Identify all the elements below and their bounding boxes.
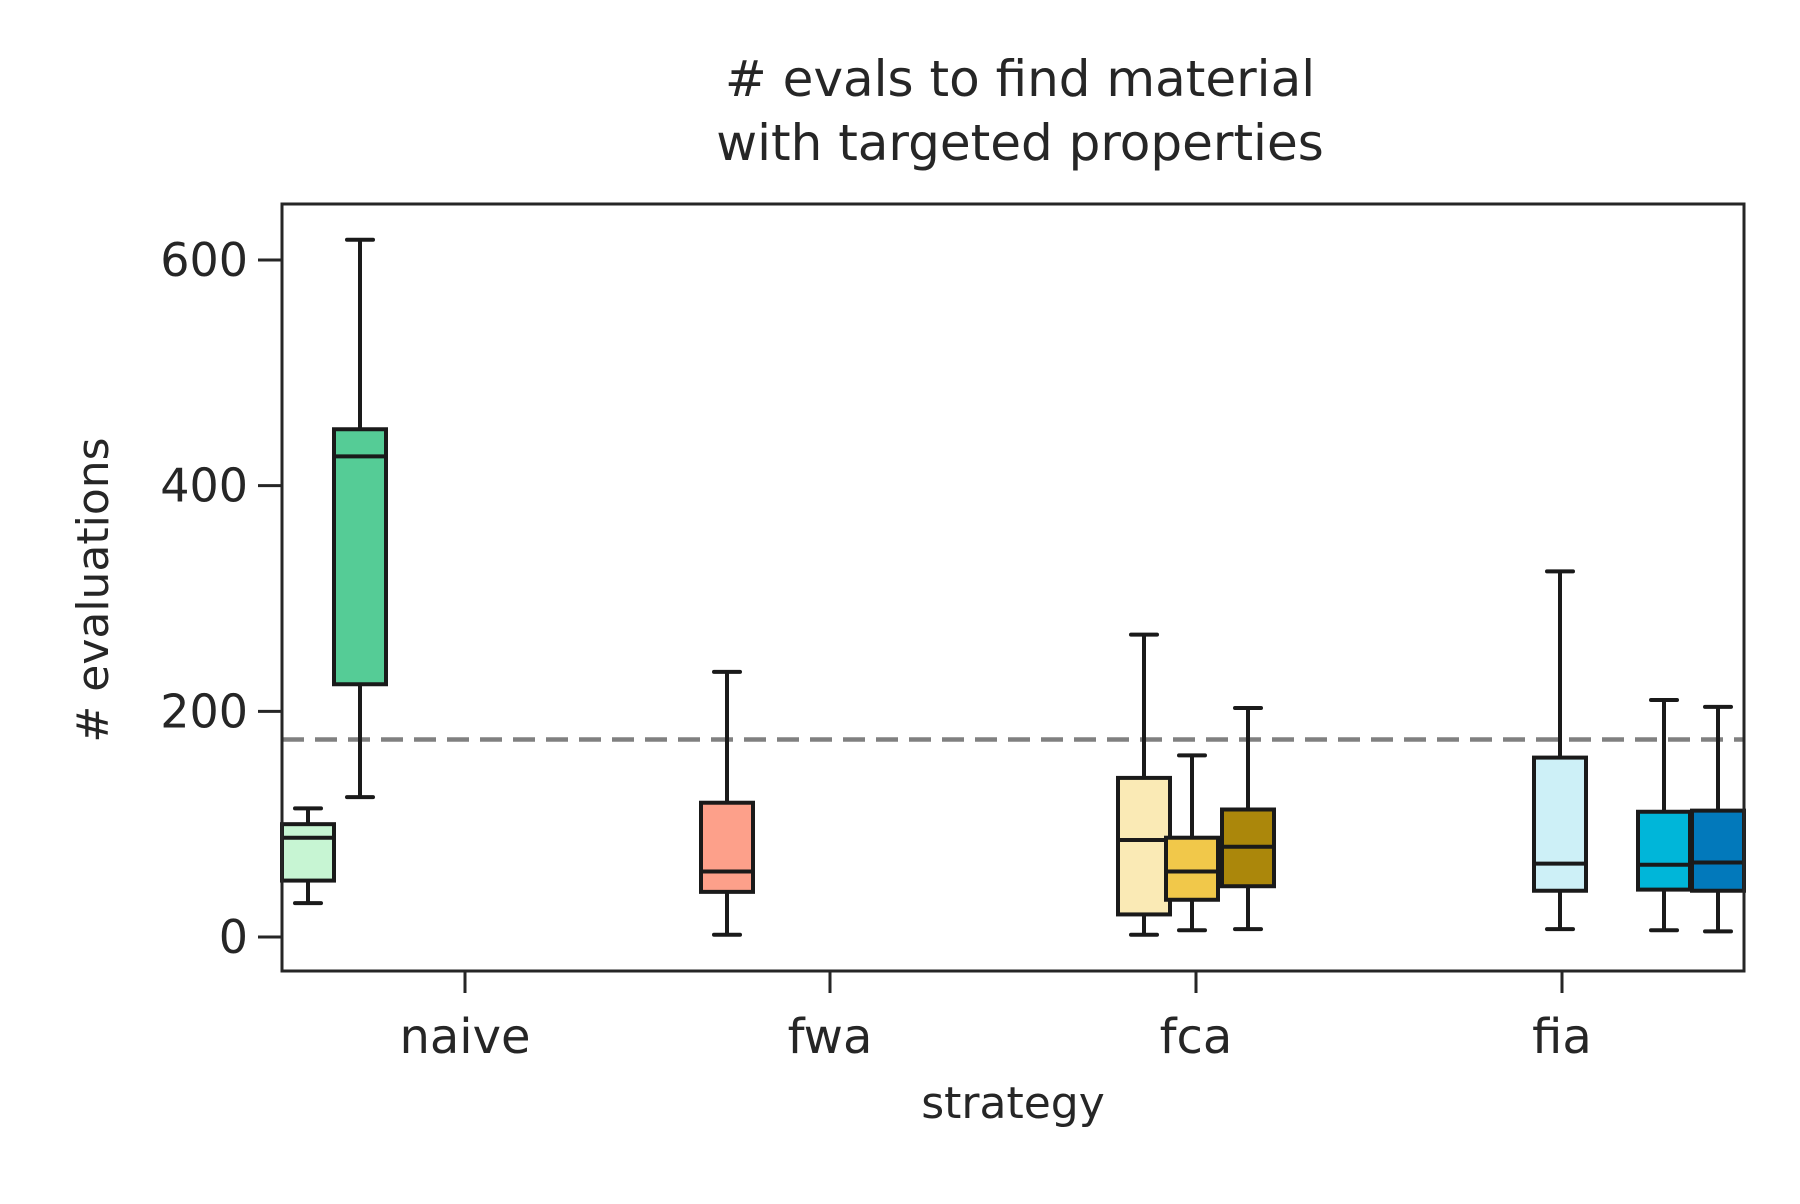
box-fwa-1 xyxy=(699,669,755,937)
x-tick-label-naive: naive xyxy=(399,1009,530,1065)
box-fia-2 xyxy=(1636,698,1692,933)
box-body xyxy=(699,800,755,894)
box-body xyxy=(1116,775,1172,917)
y-tick-label: 600 xyxy=(160,233,248,287)
box-body xyxy=(1636,809,1692,892)
x-tick-label-fia: fia xyxy=(1532,1009,1592,1065)
box-naive-2 xyxy=(332,237,388,800)
box-fca-3 xyxy=(1220,705,1276,932)
box-naive-1 xyxy=(280,806,336,906)
x-tick-label-fca: fca xyxy=(1160,1009,1233,1065)
plot-area-frame xyxy=(280,202,1746,973)
box-body xyxy=(1164,835,1220,902)
box-fia-3 xyxy=(1690,704,1746,934)
box-fca-1 xyxy=(1116,632,1172,937)
x-tick-label-fwa: fwa xyxy=(788,1009,873,1065)
chart-title: # evals to find material with targeted p… xyxy=(716,50,1324,172)
y-tick-label: 0 xyxy=(219,910,248,964)
y-tick-label: 400 xyxy=(160,459,248,513)
box-fca-2 xyxy=(1164,753,1220,933)
chart-title-line-1: # evals to find material xyxy=(725,50,1315,108)
box-body xyxy=(280,822,336,883)
chart-title-line-2: with targeted properties xyxy=(716,114,1324,172)
box-body xyxy=(1532,755,1588,893)
box-body xyxy=(1690,808,1746,893)
y-axis-label: # evaluations xyxy=(68,437,119,742)
y-tick-label: 200 xyxy=(160,684,248,738)
box-fia-1 xyxy=(1532,569,1588,932)
box-body xyxy=(332,427,388,687)
x-axis-label: strategy xyxy=(921,1078,1105,1129)
